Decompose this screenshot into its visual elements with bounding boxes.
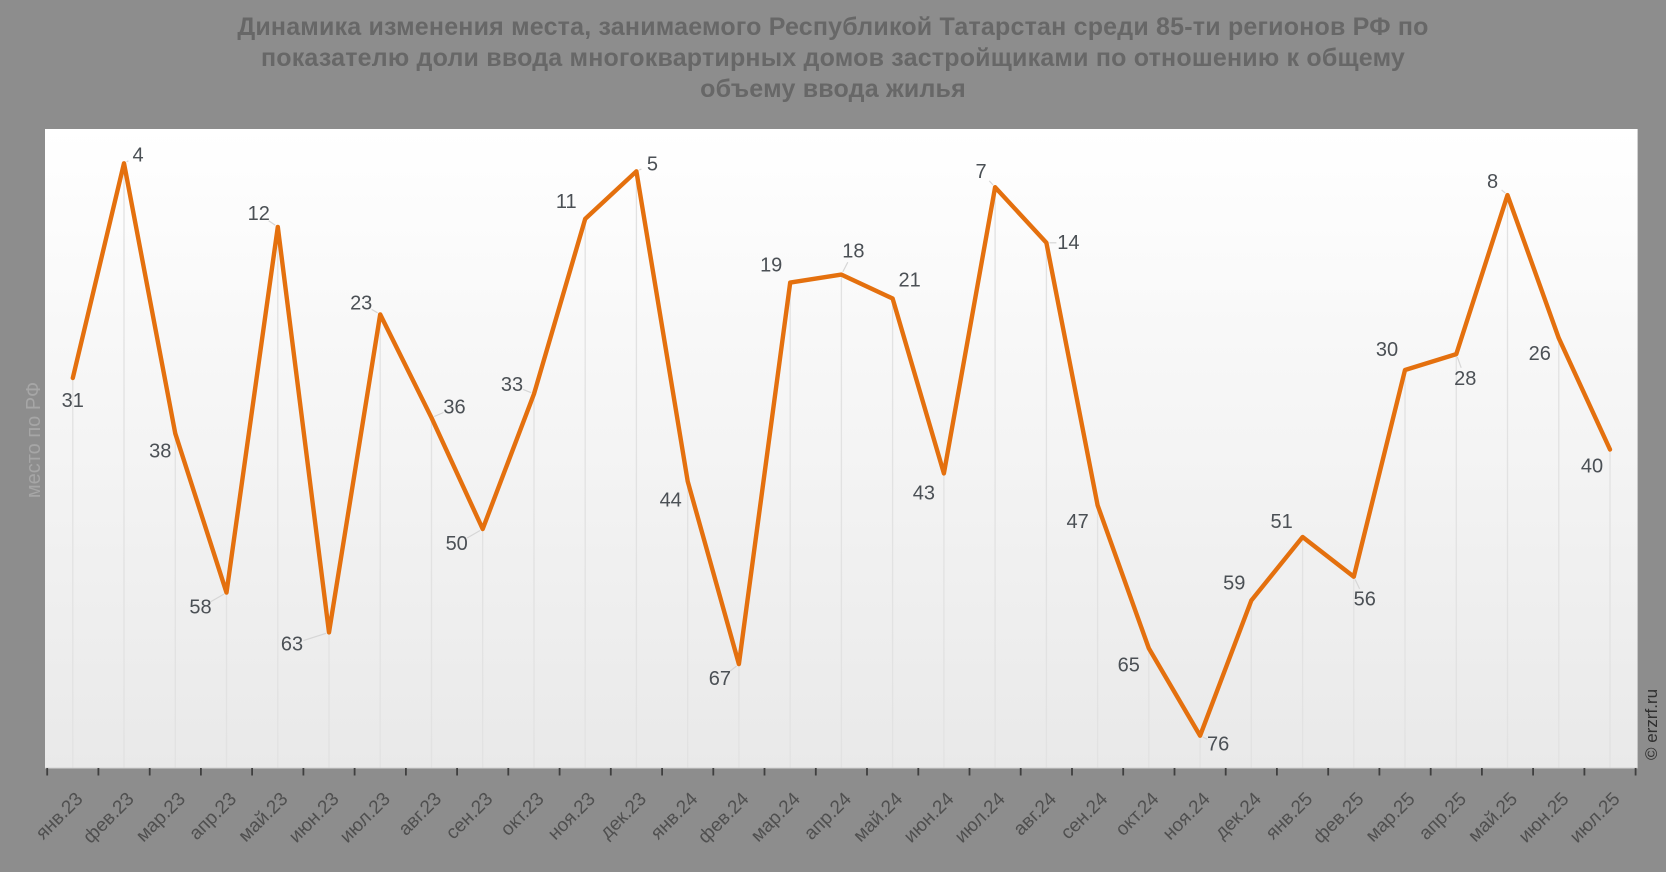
data-point-label: 23: [350, 292, 372, 314]
data-point-label: 18: [842, 241, 864, 263]
series-line: [70, 161, 1613, 738]
data-point-label: 21: [898, 270, 920, 292]
x-axis-label: июл.23: [336, 789, 395, 848]
x-axis-label: авг.24: [1010, 788, 1062, 840]
x-axis-label: дек.23: [596, 789, 651, 844]
x-axis-label: авг.23: [395, 789, 446, 840]
label-connector: [988, 180, 994, 186]
x-axis-label: сен.23: [442, 789, 497, 844]
label-connector: [728, 665, 737, 673]
x-axis-label: май.24: [849, 788, 907, 846]
data-point-label: 51: [1270, 511, 1292, 533]
data-point-label: 76: [1207, 734, 1229, 756]
x-axis-label: мар.25: [1362, 789, 1420, 847]
data-point-label: 56: [1354, 589, 1376, 611]
data-point-label: 40: [1581, 456, 1603, 478]
label-connector: [268, 220, 276, 226]
data-labels: 31 4 38 58 12 63 23 36 50 33 11 5 44 67 19 18 21 43 7 14 47 6…: [62, 144, 1603, 755]
data-point-label: 38: [149, 441, 171, 463]
label-connector: [842, 261, 849, 273]
data-point-label: 7: [976, 161, 987, 183]
x-axis-label: июн.23: [285, 789, 344, 848]
data-point-label: 43: [913, 482, 935, 504]
label-connector: [466, 529, 481, 539]
label-connector: [522, 388, 532, 394]
data-point-label: 67: [709, 668, 731, 690]
x-axis-label: июн.25: [1515, 789, 1574, 848]
x-axis-label: ноя.23: [544, 789, 600, 845]
watermark: © erzrf.ru: [1642, 689, 1661, 760]
x-axis-label: окт.23: [497, 789, 549, 841]
title-line-3: объему ввода жилья: [700, 75, 966, 103]
label-connector: [638, 168, 642, 171]
data-point-label: 47: [1066, 511, 1088, 533]
x-axis-label: мар.23: [132, 789, 190, 847]
x-axis-ticks: [46, 768, 1637, 776]
x-axis-label: сен.24: [1057, 788, 1112, 843]
x-axis-label: июл.24: [951, 788, 1010, 847]
x-axis-label: янв.25: [1262, 789, 1317, 844]
data-point-label: 58: [189, 597, 211, 619]
label-connector: [1202, 736, 1208, 740]
data-point-label: 59: [1223, 573, 1245, 595]
y-axis-title: место по РФ: [23, 382, 45, 498]
data-point-label: 14: [1057, 232, 1079, 254]
x-axis-label: янв.24: [647, 788, 703, 844]
chart-title: Динамика изменения места, занимаемого Ре…: [0, 12, 1666, 105]
data-point-label: 63: [281, 633, 303, 655]
data-point-label: 8: [1487, 171, 1498, 193]
series-group: [70, 161, 1613, 738]
data-point-label: 11: [556, 191, 577, 213]
label-connector: [1354, 579, 1361, 590]
x-axis-label: июн.24: [900, 788, 959, 847]
title-line-1: Динамика изменения места, занимаемого Ре…: [237, 13, 1429, 41]
x-axis-label: апр.23: [185, 789, 241, 845]
data-point-label: 44: [660, 489, 682, 511]
x-axis-label: май.25: [1464, 789, 1522, 847]
data-point-label: 50: [446, 533, 468, 555]
label-connectors: [126, 160, 1506, 740]
droplines: [72, 163, 1611, 768]
x-axis-label: мар.24: [747, 788, 805, 846]
label-connector: [1501, 189, 1506, 194]
data-point-label: 28: [1454, 368, 1476, 390]
data-point-label: 36: [443, 397, 465, 419]
data-point-label: 4: [132, 144, 143, 166]
x-axis-label: фев.24: [694, 788, 753, 847]
data-point-label: 5: [647, 153, 658, 175]
label-connector: [371, 308, 378, 314]
title-line-2: показателю доли ввода многоквартирных до…: [260, 44, 1406, 72]
x-axis-label: июл.25: [1566, 789, 1625, 848]
label-connector: [126, 160, 129, 163]
x-axis-label: апр.24: [800, 788, 856, 844]
data-point-label: 19: [760, 255, 782, 277]
x-axis-labels: янв.23фев.23мар.23апр.23май.23июн.23июл.…: [32, 788, 1625, 848]
x-axis-label: янв.23: [32, 789, 87, 844]
label-connector: [433, 411, 444, 418]
data-point-label: 65: [1118, 654, 1140, 676]
x-axis-label: фев.23: [79, 789, 138, 848]
label-connector: [1456, 356, 1462, 369]
x-axis-label: окт.24: [1112, 788, 1164, 840]
label-connector: [210, 593, 225, 603]
x-axis-label: ноя.24: [1159, 788, 1215, 844]
data-point-label: 31: [62, 390, 84, 412]
x-axis-label: фев.25: [1309, 789, 1368, 848]
x-axis-label: дек.24: [1211, 788, 1266, 843]
x-axis-label: апр.25: [1415, 789, 1471, 845]
label-connector: [303, 632, 327, 642]
x-axis-label: май.23: [235, 789, 293, 847]
data-point-label: 30: [1376, 339, 1398, 361]
data-point-label: 33: [501, 374, 523, 396]
data-point-label: 12: [248, 203, 270, 225]
data-point-label: 26: [1529, 343, 1551, 365]
